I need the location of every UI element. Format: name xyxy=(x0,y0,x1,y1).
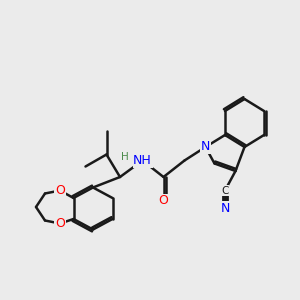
Text: O: O xyxy=(159,194,168,208)
Text: O: O xyxy=(55,184,65,197)
Text: N: N xyxy=(201,140,210,154)
Text: NH: NH xyxy=(133,154,152,167)
Text: C: C xyxy=(221,185,229,196)
Text: N: N xyxy=(220,202,230,215)
Text: H: H xyxy=(121,152,128,163)
Text: O: O xyxy=(55,217,65,230)
